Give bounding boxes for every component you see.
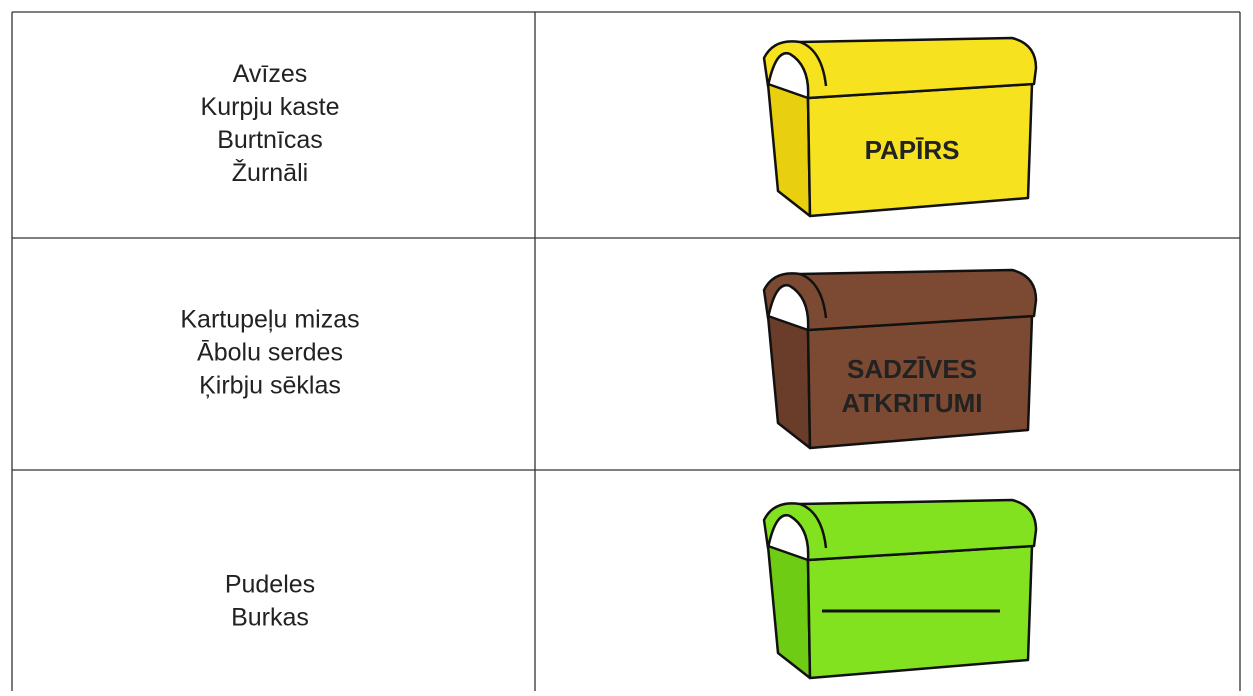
bin-lid-edge xyxy=(799,272,828,319)
item-text: Burtnīcas xyxy=(217,126,323,154)
bin-lid xyxy=(762,498,1038,562)
bin-side xyxy=(766,314,812,450)
bin-illustration: PAPĪRS xyxy=(762,36,1038,218)
item-text: Ķirbju sēklas xyxy=(199,372,341,400)
item-text: Burkas xyxy=(231,604,309,632)
bin-side xyxy=(766,82,812,218)
table-grid xyxy=(11,11,1241,691)
item-text: Kartupeļu mizas xyxy=(180,306,359,334)
item-text: Žurnāli xyxy=(232,158,308,187)
bin-illustration: SADZĪVES ATKRITUMI xyxy=(762,268,1038,450)
bin-lid-edge xyxy=(799,502,828,549)
bin-side xyxy=(766,544,812,680)
bin-label: SADZĪVES xyxy=(847,354,977,384)
bin-label: ATKRITUMI xyxy=(841,388,982,418)
item-text: Kurpju kaste xyxy=(201,93,340,121)
item-text: Ābolu serdes xyxy=(197,339,343,367)
bin-lid xyxy=(762,268,1038,332)
bin-lid-edge xyxy=(799,40,828,87)
item-text: Avīzes xyxy=(233,60,308,88)
bin-label: PAPĪRS xyxy=(865,135,960,165)
bin-lid xyxy=(762,36,1038,100)
item-text: Pudeles xyxy=(225,571,315,599)
bin-illustration xyxy=(762,498,1038,680)
